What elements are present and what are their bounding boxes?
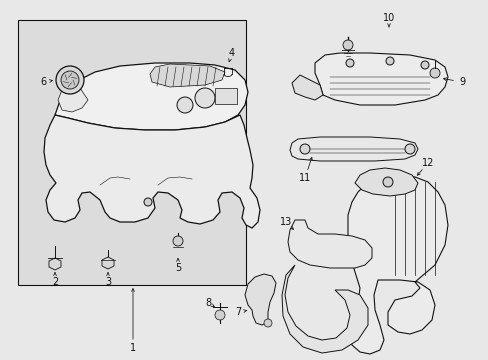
Circle shape	[61, 71, 79, 89]
Polygon shape	[347, 175, 447, 354]
Circle shape	[429, 68, 439, 78]
Polygon shape	[289, 137, 417, 161]
Text: 8: 8	[204, 298, 211, 308]
Circle shape	[56, 66, 84, 94]
Polygon shape	[49, 258, 61, 270]
Circle shape	[299, 144, 309, 154]
Polygon shape	[354, 168, 417, 196]
Circle shape	[382, 177, 392, 187]
Circle shape	[346, 59, 353, 67]
Polygon shape	[58, 82, 88, 112]
Circle shape	[143, 198, 152, 206]
Text: 4: 4	[228, 48, 235, 58]
Polygon shape	[282, 265, 367, 353]
Text: 13: 13	[279, 217, 291, 227]
Text: 2: 2	[52, 277, 58, 287]
Polygon shape	[314, 53, 447, 105]
Polygon shape	[244, 274, 275, 325]
Polygon shape	[44, 115, 260, 228]
Circle shape	[342, 40, 352, 50]
Circle shape	[264, 319, 271, 327]
Polygon shape	[291, 75, 323, 100]
Text: 9: 9	[458, 77, 464, 87]
Polygon shape	[55, 63, 247, 130]
Bar	[18, 20, 245, 285]
Circle shape	[195, 88, 215, 108]
Bar	[215, 88, 237, 104]
Circle shape	[385, 57, 393, 65]
Polygon shape	[287, 220, 371, 268]
Polygon shape	[150, 64, 224, 87]
Text: 11: 11	[298, 173, 310, 183]
Text: 5: 5	[175, 263, 181, 273]
Circle shape	[173, 236, 183, 246]
Text: 6: 6	[40, 77, 46, 87]
Text: 3: 3	[105, 277, 111, 287]
Text: 7: 7	[234, 307, 241, 317]
Text: 10: 10	[382, 13, 394, 23]
Circle shape	[177, 97, 193, 113]
Polygon shape	[102, 257, 114, 269]
Text: 12: 12	[421, 158, 433, 168]
Text: 1: 1	[130, 343, 136, 353]
Circle shape	[215, 310, 224, 320]
Circle shape	[404, 144, 414, 154]
Circle shape	[420, 61, 428, 69]
